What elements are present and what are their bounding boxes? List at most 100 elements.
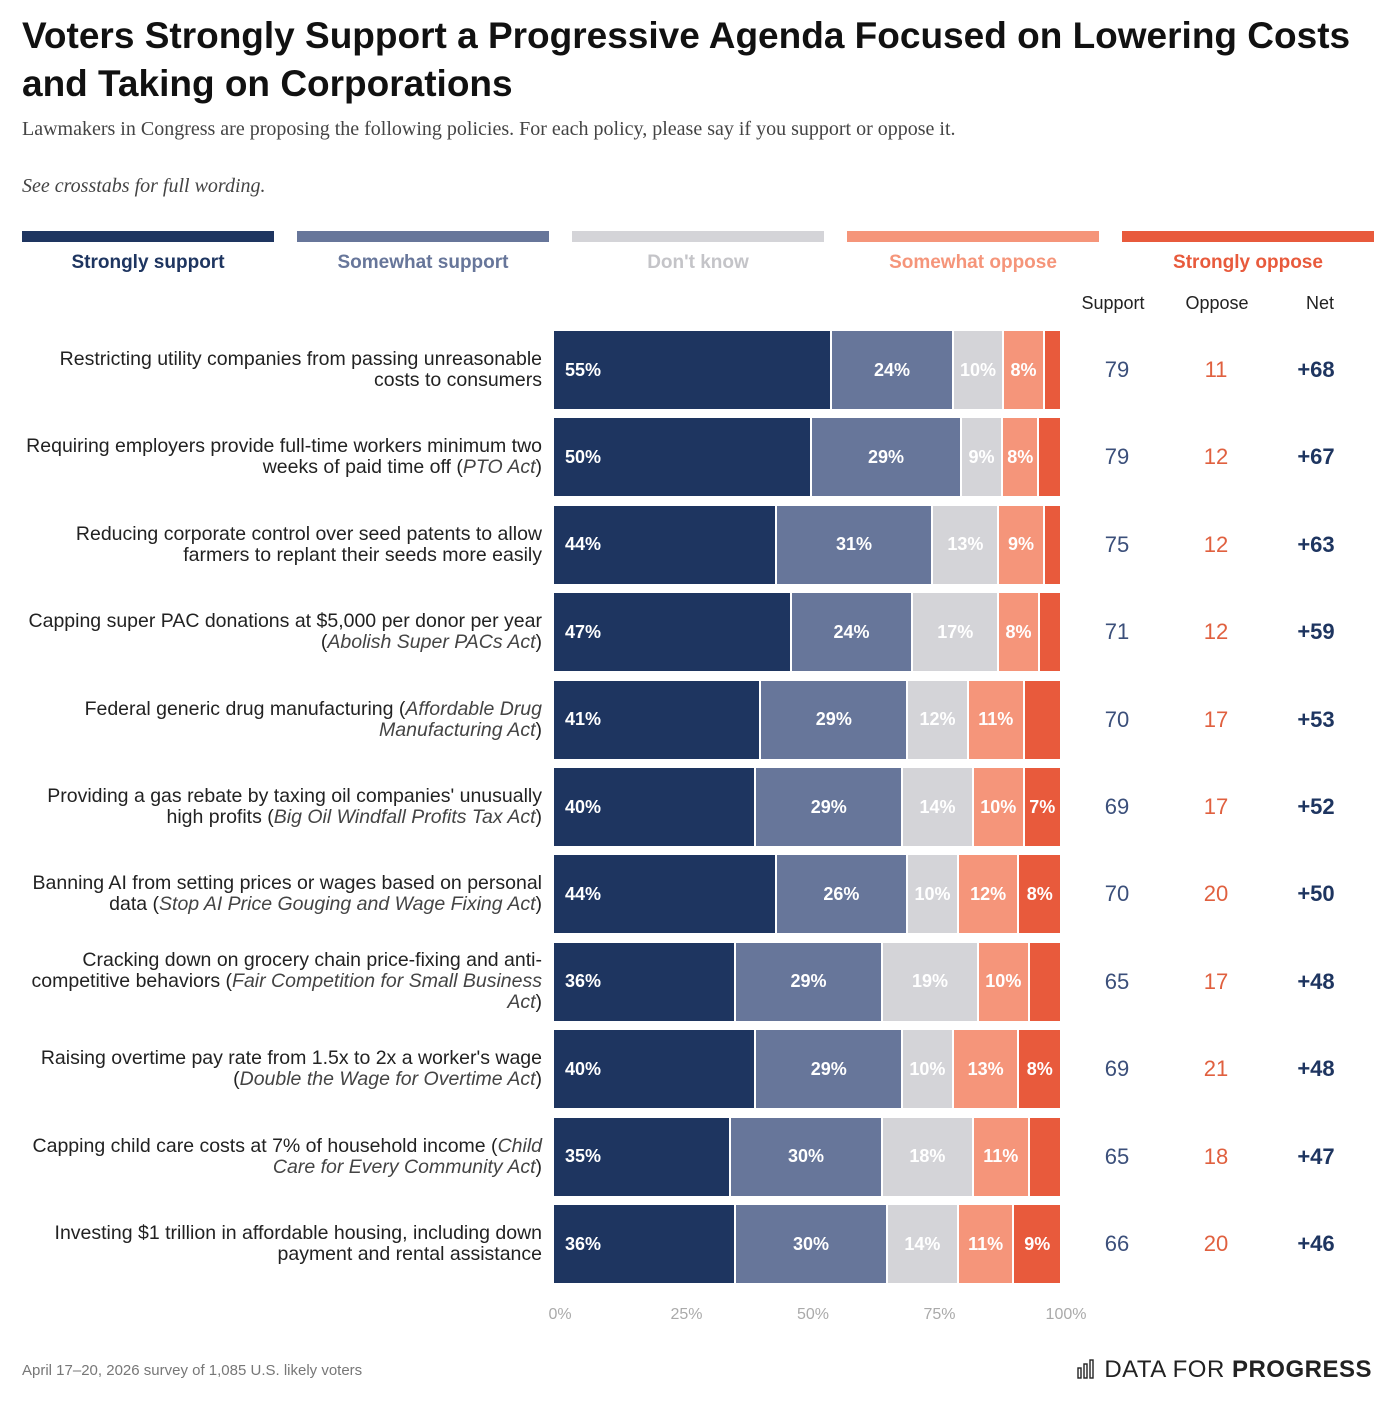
bar-segment-somewhat-support: 29% [812, 418, 962, 497]
policy-text: Requiring employers provide full-time wo… [26, 435, 542, 479]
legend-item-somewhat-support: Somewhat support [297, 231, 549, 274]
brand-name-light: DATA FOR [1104, 1356, 1232, 1383]
data-label: 29% [810, 796, 847, 817]
bar-segment-somewhat-support: 31% [776, 505, 934, 584]
act-name: Abolish Super PACs Act [327, 631, 536, 654]
bar-segment-somewhat-oppose: 11% [973, 1117, 1030, 1196]
x-tick-label: 100% [1045, 1306, 1087, 1323]
data-label: 8% [1005, 621, 1032, 642]
bar-segment-dont-know: 19% [882, 942, 980, 1021]
row-label: Investing $1 trillion in affordable hous… [10, 1223, 542, 1265]
bar-segment-somewhat-oppose: 12% [958, 855, 1020, 934]
stacked-bar: 35% 30% 18% 11% [554, 1117, 1060, 1196]
data-label: 50% [565, 446, 602, 467]
data-label: 8% [1007, 446, 1034, 467]
oppose-value: 12 [1203, 444, 1229, 470]
oppose-value: 17 [1203, 794, 1229, 819]
row-label: Capping child care costs at 7% of househ… [32, 1134, 542, 1178]
x-tick-label: 50% [796, 1306, 830, 1323]
oppose-value: 18 [1203, 1143, 1229, 1169]
support-column-header: Support [1081, 293, 1145, 313]
oppose-value: 12 [1203, 531, 1229, 557]
bar-segment-strongly-support: 35% [554, 1117, 732, 1196]
stacked-bar: 47% 24% 17% 8% [554, 593, 1060, 672]
data-label: 47% [565, 621, 602, 642]
row-label: Requiring employers provide full-time wo… [26, 435, 542, 479]
survey-note: April 17–20, 2026 survey of 1,085 U.S. l… [22, 1362, 363, 1379]
bar-segment-dont-know: 14% [903, 768, 974, 846]
policy-text: Raising overtime pay rate from 1.5x to 2… [40, 1047, 542, 1070]
bar-segment-strongly-support: 47% [554, 593, 792, 672]
row-label: Federal generic drug manufacturing (Affo… [84, 697, 542, 741]
x-tick-label: 75% [923, 1306, 956, 1323]
brand-logo: DATA FOR PROGRESS [1077, 1356, 1372, 1384]
policy-text: Banning AI from setting prices or wages … [32, 872, 542, 916]
legend-label: Strongly support [71, 252, 225, 273]
policy-text: Restricting utility companies from passi… [59, 348, 542, 391]
data-label: 12% [970, 883, 1007, 904]
bar-segment-strongly-oppose [1039, 593, 1060, 672]
row-label: Reducing corporate control over seed pat… [10, 523, 542, 566]
data-label: 36% [565, 971, 602, 992]
data-label: 44% [565, 883, 602, 904]
support-value: 69 [1104, 794, 1130, 819]
bar-segment-strongly-oppose [1029, 942, 1060, 1021]
oppose-value: 20 [1203, 1231, 1229, 1256]
data-label: 29% [810, 1058, 847, 1079]
bar-segment-dont-know: 10% [908, 855, 959, 934]
bar-segment-strongly-support: 36% [554, 1205, 737, 1283]
data-label: 30% [793, 1233, 830, 1254]
data-label: 11% [983, 1146, 1019, 1167]
chart-subtitle: Lawmakers in Congress are proposing the … [22, 118, 956, 140]
bar-segment-dont-know: 12% [908, 680, 969, 759]
bar-segment-somewhat-oppose: 8% [1004, 331, 1045, 409]
data-label: 26% [823, 883, 860, 904]
bar-segment-somewhat-support: 30% [731, 1117, 883, 1196]
net-value: +67 [1297, 444, 1335, 470]
support-value: 65 [1104, 1143, 1130, 1169]
net-value: +68 [1297, 357, 1335, 382]
data-label: 19% [911, 971, 948, 992]
bar-segment-strongly-oppose: 8% [1019, 1030, 1060, 1109]
policy-text: Investing $1 trillion in affordable hous… [54, 1222, 542, 1265]
data-label: 35% [565, 1146, 602, 1167]
stacked-bar: 44% 31% 13% 9% [554, 505, 1060, 584]
data-label: 8% [1010, 359, 1037, 380]
stacked-bar: 55% 24% 10% 8% [554, 331, 1060, 409]
bar-segment-somewhat-support: 29% [736, 942, 883, 1021]
data-label: 24% [833, 621, 870, 642]
legend-label: Strongly oppose [1173, 252, 1323, 273]
net-column-header: Net [1305, 293, 1334, 313]
bar-segment-strongly-oppose [1029, 1117, 1060, 1196]
data-label: 13% [947, 534, 984, 555]
bar-segment-somewhat-support: 29% [756, 768, 904, 846]
support-value: 71 [1104, 619, 1130, 645]
legend-swatch [297, 231, 549, 242]
legend-swatch [1122, 231, 1374, 242]
net-value: +52 [1297, 794, 1335, 819]
policy-text: Cracking down on grocery chain price-fix… [31, 949, 542, 993]
stacked-bar: 40% 29% 10% 13% 8% [554, 1030, 1060, 1109]
row-label: Capping super PAC donations at $5,000 pe… [28, 610, 542, 654]
policy-text: Capping child care costs at 7% of househ… [32, 1134, 486, 1157]
bar-segment-dont-know: 10% [953, 331, 1005, 409]
bar-segment-strongly-oppose: 9% [1014, 1205, 1060, 1283]
row-label: Raising overtime pay rate from 1.5x to 2… [40, 1047, 542, 1091]
data-label: 14% [904, 1233, 941, 1254]
brand-name-bold: PROGRESS [1231, 1356, 1372, 1383]
data-label: 10% [914, 883, 951, 904]
data-label: 36% [565, 1233, 602, 1254]
data-label: 10% [909, 1058, 946, 1079]
data-label: 44% [565, 534, 602, 555]
legend-label: Don't know [647, 252, 749, 273]
bar-segment-strongly-oppose [1044, 331, 1060, 409]
bar-segment-strongly-support: 40% [554, 768, 757, 846]
act-name: Child Care for Every Community Act [272, 1134, 542, 1178]
net-value: +46 [1297, 1231, 1335, 1256]
bar-segment-dont-know: 10% [903, 1030, 954, 1109]
data-label: 12% [919, 709, 956, 730]
bar-segment-somewhat-oppose: 9% [999, 505, 1045, 584]
bar-segment-strongly-support: 50% [554, 418, 813, 497]
act-name: Stop AI Price Gouging and Wage Fixing Ac… [159, 893, 536, 916]
x-tick-label: 0% [548, 1306, 572, 1323]
